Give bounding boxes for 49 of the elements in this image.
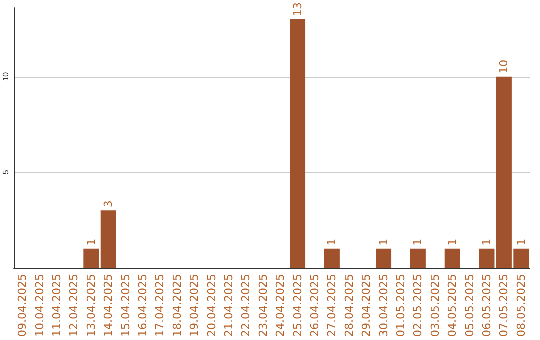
x-tick-label: 26.04.2025 <box>308 274 322 338</box>
x-tick-label: 06.05.2025 <box>480 274 494 338</box>
x-tick-label: 08.05.2025 <box>514 274 528 338</box>
x-tick-label: 02.05.2025 <box>412 274 425 338</box>
bar <box>410 248 426 268</box>
x-tick-label: 11.04.2025 <box>50 274 64 338</box>
x-tick-label: 03.05.2025 <box>428 274 442 338</box>
x-tick-label: 01.05.2025 <box>394 274 408 338</box>
x-tick-label: 21.04.2025 <box>222 274 236 338</box>
data-label: 1 <box>84 238 98 246</box>
x-tick-label: 09.04.2025 <box>16 274 30 338</box>
x-tick-label: 04.05.2025 <box>446 274 460 338</box>
x-tick-label: 19.04.2025 <box>188 274 202 338</box>
bar <box>324 248 340 268</box>
data-label: 1 <box>412 238 425 246</box>
x-tick-label: 22.04.2025 <box>240 274 253 338</box>
y-tick-label: 5 <box>2 170 10 175</box>
data-label: 3 <box>102 200 116 208</box>
x-tick-label: 20.04.2025 <box>205 274 218 338</box>
bar <box>290 19 306 268</box>
bar <box>444 248 460 268</box>
x-tick-label: 27.04.2025 <box>326 274 339 338</box>
x-tick-label: 17.04.2025 <box>154 274 167 338</box>
x-tick-label: 18.04.2025 <box>170 274 184 338</box>
x-tick-label: 12.04.2025 <box>68 274 81 338</box>
x-tick-label: 25.04.2025 <box>291 274 304 338</box>
x-tick-label: 30.04.2025 <box>377 274 390 338</box>
bar <box>84 248 100 268</box>
x-tick-label: 24.04.2025 <box>274 274 288 338</box>
data-label: 1 <box>377 238 390 246</box>
data-label: 10 <box>498 60 511 74</box>
x-tick-label: 23.04.2025 <box>256 274 270 338</box>
bar <box>100 210 116 268</box>
data-label: 1 <box>446 238 460 246</box>
data-label: 1 <box>480 238 494 246</box>
x-tick-label: 29.04.2025 <box>360 274 374 338</box>
data-label: 1 <box>514 238 528 246</box>
x-tick-label: 15.04.2025 <box>119 274 132 338</box>
x-tick-label: 28.04.2025 <box>342 274 356 338</box>
data-label: 13 <box>291 2 304 16</box>
data-label: 1 <box>326 238 339 246</box>
x-tick-label: 13.04.2025 <box>84 274 98 338</box>
x-tick-label: 07.05.2025 <box>498 274 511 338</box>
bar <box>479 248 495 268</box>
x-tick-label: 05.05.2025 <box>463 274 476 338</box>
x-tick-label: 16.04.2025 <box>136 274 150 338</box>
x-tick-label: 14.04.2025 <box>102 274 116 338</box>
x-tick-label: 10.04.2025 <box>33 274 46 338</box>
bar <box>376 248 392 268</box>
